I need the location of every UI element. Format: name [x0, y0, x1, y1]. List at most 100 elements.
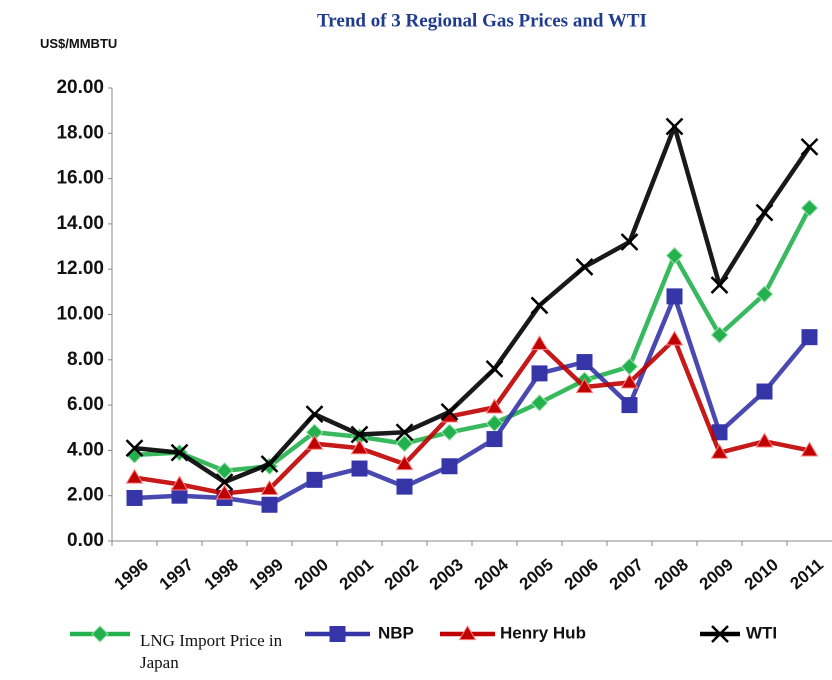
marker [395, 434, 414, 453]
marker [215, 473, 234, 491]
marker [350, 439, 369, 455]
y-tick-label: 0.00 [67, 530, 104, 551]
marker [261, 496, 278, 513]
marker [800, 199, 819, 217]
legend-label: LNG Import Price in Japan [140, 631, 283, 672]
marker [305, 405, 324, 424]
x-tick-label: 2003 [426, 555, 467, 594]
x-tick-label: 2001 [336, 555, 377, 594]
marker [530, 394, 549, 412]
marker [621, 397, 638, 414]
marker [755, 203, 774, 222]
marker [125, 468, 144, 484]
x-tick-label: 2005 [516, 555, 557, 594]
series [125, 330, 819, 500]
x-tick-label: 1997 [156, 555, 197, 594]
marker [755, 432, 774, 448]
y-tick-label: 10.00 [56, 304, 104, 325]
marker [170, 475, 189, 491]
marker [125, 439, 144, 458]
y-tick-label: 2.00 [67, 485, 104, 506]
legend-label: WTI [746, 623, 777, 642]
series-line [134, 294, 812, 508]
x-tick-label: 1999 [246, 555, 287, 594]
marker [666, 288, 683, 305]
marker [126, 489, 143, 506]
x-tick-label: 2006 [561, 555, 602, 594]
marker [350, 425, 369, 444]
marker [440, 423, 459, 441]
x-tick-label: 2007 [606, 555, 647, 594]
x-tick-label: 2010 [741, 555, 782, 594]
series [125, 117, 819, 491]
marker [710, 276, 729, 294]
marker [351, 460, 368, 477]
y-tick-label: 20.00 [56, 77, 104, 98]
marker [576, 354, 593, 371]
marker [665, 330, 684, 346]
marker [530, 334, 549, 351]
marker [441, 458, 458, 475]
y-tick-label: 18.00 [56, 122, 104, 143]
chart-title: Trend of 3 Regional Gas Prices and WTI [317, 10, 647, 31]
marker [91, 625, 109, 643]
y-tick-label: 16.00 [56, 168, 104, 189]
marker [329, 626, 346, 642]
marker [306, 471, 323, 488]
series [126, 288, 818, 513]
marker [710, 326, 729, 344]
marker [171, 487, 188, 504]
marker [395, 455, 414, 471]
marker [575, 377, 594, 394]
marker [485, 398, 504, 414]
x-tick-label: 2011 [786, 555, 826, 593]
marker [260, 455, 279, 473]
marker [800, 441, 819, 457]
marker [665, 246, 684, 265]
marker [305, 434, 324, 450]
x-tick-label: 1996 [111, 555, 152, 594]
series-line [134, 207, 812, 474]
legend-label: NBP [378, 623, 414, 642]
marker [620, 233, 639, 251]
marker [620, 357, 639, 376]
marker [215, 462, 234, 480]
marker [170, 443, 189, 462]
y-tick-label: 12.00 [56, 258, 104, 279]
y-tick-label: 4.00 [67, 439, 104, 460]
marker [755, 285, 774, 303]
marker [396, 478, 413, 495]
series-line [134, 124, 812, 485]
marker [530, 296, 549, 315]
x-tick-label: 2004 [471, 555, 513, 594]
series-line [134, 337, 810, 496]
marker [486, 431, 503, 448]
marker [710, 443, 729, 459]
marker [440, 403, 459, 421]
marker [260, 479, 279, 496]
y-tick-label: 8.00 [67, 349, 104, 370]
marker [575, 258, 594, 276]
marker [665, 117, 684, 136]
x-tick-label: 2008 [651, 555, 692, 594]
marker [756, 383, 773, 400]
x-tick-label: 2000 [291, 555, 332, 594]
x-tick-label: 2002 [381, 555, 422, 594]
y-tick-label: 14.00 [56, 213, 104, 234]
marker [800, 138, 819, 156]
marker [395, 423, 414, 442]
y-tick-label: 6.00 [67, 394, 104, 415]
marker [531, 365, 548, 382]
marker [620, 373, 639, 389]
marker [485, 359, 504, 378]
marker [215, 484, 234, 500]
y-axis-label: US$/MMBTU [40, 36, 118, 51]
marker [801, 329, 818, 346]
marker [711, 424, 728, 441]
x-tick-label: 2009 [696, 555, 737, 594]
marker [711, 625, 729, 643]
x-tick-label: 1998 [201, 555, 242, 594]
marker [458, 625, 477, 641]
